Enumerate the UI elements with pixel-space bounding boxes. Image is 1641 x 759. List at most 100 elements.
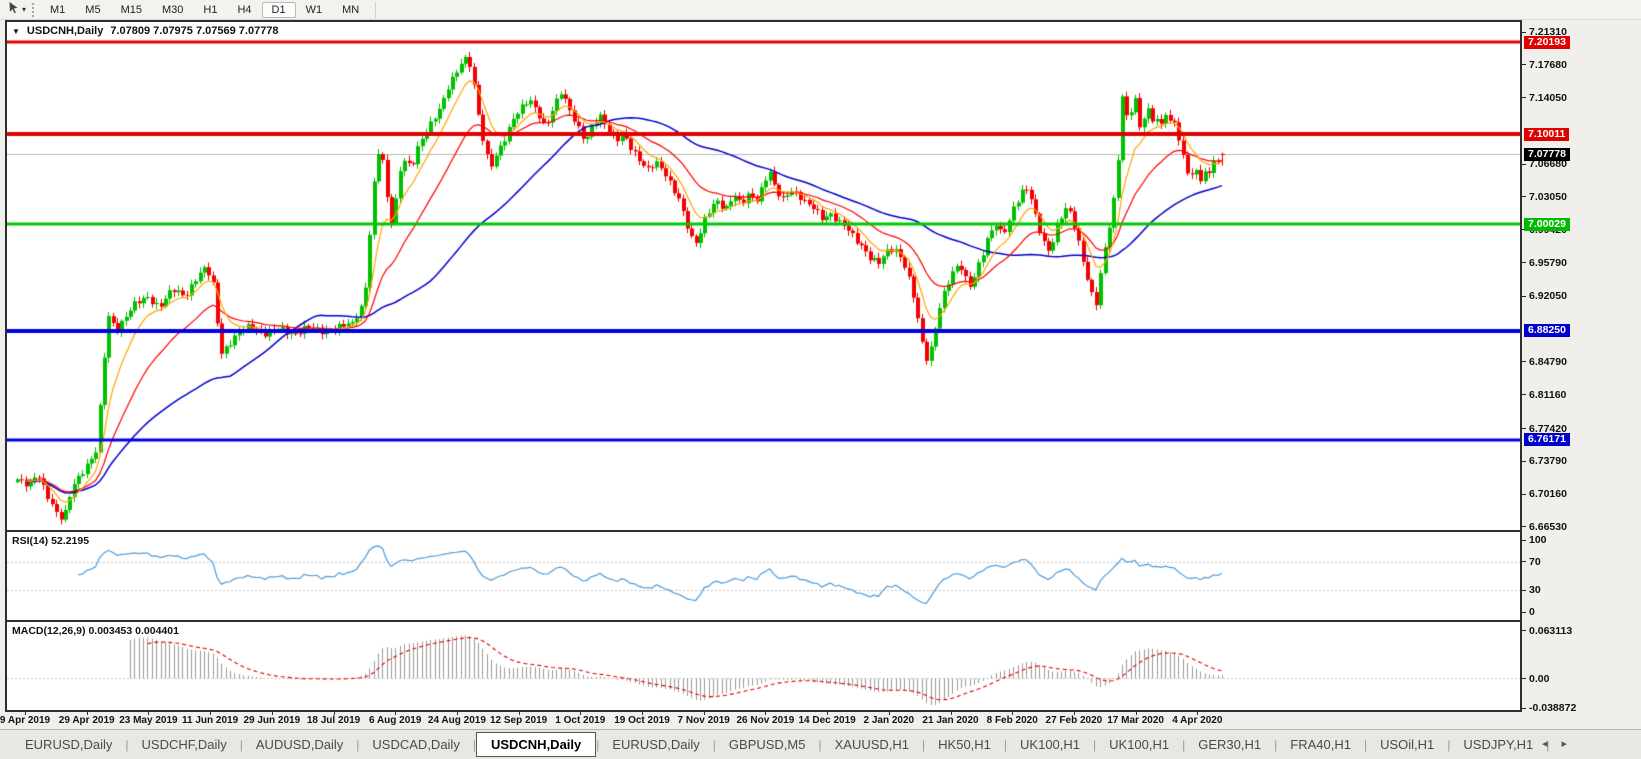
tab-hk50-h1[interactable]: HK50,H1: [938, 737, 991, 752]
macd-label: MACD(12,26,9) 0.003453 0.004401: [12, 625, 179, 637]
tab-separator: |: [1546, 737, 1550, 752]
date-label: 14 Dec 2019: [798, 715, 856, 726]
timeframe-mn[interactable]: MN: [342, 3, 360, 16]
axis-tick-mark: [1522, 394, 1526, 396]
axis-tick-mark: [1522, 630, 1526, 631]
rsi-tick-label: 30: [1529, 584, 1541, 597]
date-axis: 9 Apr 2019 29 Apr 2019 23 May 2019 11 Jun 2…: [0, 712, 1522, 729]
timeframe-h1[interactable]: H1: [203, 3, 218, 16]
date-label: 24 Aug 2019: [427, 715, 486, 726]
date-label: 29 Apr 2019: [58, 715, 115, 726]
macd-panel[interactable]: MACD(12,26,9) 0.003453 0.004401: [7, 622, 1520, 710]
timeframe-m5[interactable]: M5: [85, 3, 101, 16]
axis-tick-mark: [1522, 539, 1526, 541]
collapse-triangle-icon[interactable]: ▼: [12, 26, 20, 36]
tabs-scroll-left-icon[interactable]: ◂: [1541, 738, 1548, 750]
axis-tick-mark: [1522, 97, 1526, 99]
axis-tick-mark: [1522, 31, 1526, 33]
date-tick-mark: [210, 712, 212, 715]
date-tick-mark: [888, 712, 890, 715]
price-tick-label: 6.73790: [1529, 455, 1567, 468]
rsi-canvas[interactable]: [7, 532, 1520, 620]
tab-usdjpy-h1[interactable]: USDJPY,H1: [1463, 737, 1534, 752]
axis-tick-mark: [1522, 460, 1526, 462]
tab-fra40-h1[interactable]: FRA40,H1: [1290, 737, 1351, 752]
price-tick-label: 6.70160: [1529, 488, 1567, 501]
date-tick-mark: [765, 712, 767, 715]
date-label: 12 Sep 2019: [489, 715, 548, 726]
price-scale: 7.213107.176807.140507.066807.030506.994…: [1522, 20, 1641, 715]
date-label: 19 Oct 2019: [614, 715, 670, 726]
tab-uk100-h1[interactable]: UK100,H1: [1020, 737, 1081, 752]
date-tick-mark: [1073, 712, 1075, 715]
tab-xauusd-h1[interactable]: XAUUSD,H1: [834, 737, 910, 752]
tab-separator: |: [596, 737, 600, 752]
tab-audusd-daily[interactable]: AUDUSD,Daily: [255, 737, 344, 752]
tab-usdchf-daily[interactable]: USDCHF,Daily: [141, 737, 227, 752]
tab-ger30-h1[interactable]: GER30,H1: [1198, 737, 1262, 752]
chart-symbol-label: USDCNH,Daily: [26, 25, 104, 37]
axis-tick-mark: [1522, 678, 1526, 679]
axis-tick-mark: [1522, 64, 1526, 66]
tab-separator: |: [356, 737, 360, 752]
axis-tick-mark: [1522, 707, 1526, 709]
date-label: 7 Nov 2019: [677, 715, 730, 726]
timeframe-h4[interactable]: H4: [237, 3, 252, 16]
chart-tabs: EURUSD,Daily | USDCHF,Daily | AUDUSD,Daily | U…: [0, 732, 1549, 757]
price-level-badge: 7.10011: [1524, 127, 1570, 141]
tab-separator: |: [1182, 737, 1186, 752]
tab-separator: |: [1447, 737, 1451, 752]
tab-separator: |: [1003, 737, 1008, 752]
date-tick-mark: [827, 712, 829, 715]
toolbar: ▾ M1 M5 M15 M30 H1 H4 D1 W1 MN: [0, 0, 1641, 20]
tab-usdcad-daily[interactable]: USDCAD,Daily: [372, 737, 460, 752]
date-label: 6 Aug 2019: [368, 715, 422, 726]
timeframe-m1[interactable]: M1: [50, 3, 66, 16]
tab-separator: |: [1363, 737, 1368, 752]
tab-eurusd-daily[interactable]: EURUSD,Daily: [25, 737, 113, 752]
price-tick-label: 6.95790: [1529, 256, 1567, 269]
axis-tick-mark: [1522, 611, 1526, 613]
date-tick-mark: [333, 712, 335, 715]
date-label: 2 Jan 2020: [863, 715, 915, 726]
date-tick-mark: [25, 712, 26, 715]
cursor-icon: [7, 1, 20, 19]
macd-tick-label: -0.038872: [1529, 702, 1577, 715]
tab-usoil-h1[interactable]: USOil,H1: [1380, 737, 1435, 752]
timeframe-m30[interactable]: M30: [161, 3, 184, 16]
date-label: 1 Oct 2019: [555, 715, 606, 726]
timeframe-w1[interactable]: W1: [305, 3, 323, 16]
chevron-down-icon: ▾: [22, 5, 27, 14]
timeframe-bar: M1 M5 M15 M30 H1 H4 D1 W1 MN: [40, 1, 377, 18]
axis-tick-mark: [1522, 262, 1526, 264]
rsi-panel[interactable]: RSI(14) 52.2195: [7, 532, 1520, 622]
macd-canvas[interactable]: [7, 622, 1520, 710]
price-tick-label: 7.14050: [1529, 91, 1567, 104]
timeframe-d1[interactable]: D1: [261, 1, 296, 18]
date-label: 29 Jun 2019: [243, 715, 301, 726]
tab-gbpusd-m5[interactable]: GBPUSD,M5: [728, 737, 806, 752]
price-level-badge: 7.20193: [1524, 35, 1570, 49]
price-tick-label: 6.77420: [1529, 422, 1567, 435]
tab-uk100-h1[interactable]: UK100,H1: [1109, 737, 1170, 752]
price-level-badge: 7.00029: [1524, 217, 1570, 231]
tab-eurusd-daily[interactable]: EURUSD,Daily: [612, 737, 700, 752]
axis-tick-mark: [1522, 561, 1526, 563]
tab-usdcnh-daily[interactable]: USDCNH,Daily: [475, 732, 597, 757]
rsi-label: RSI(14) 52.2195: [12, 535, 90, 547]
price-panel[interactable]: ▼ USDCNH,Daily 7.07809 7.07975 7.07569 7…: [7, 22, 1520, 532]
cursor-tool-button[interactable]: ▾: [3, 1, 30, 19]
rsi-tick-label: 70: [1529, 555, 1541, 568]
axis-tick-mark: [1522, 163, 1526, 165]
chart-tabs-bar: EURUSD,Daily | USDCHF,Daily | AUDUSD,Daily | U…: [0, 729, 1641, 759]
tabs-scroll-right-icon[interactable]: ▸: [1561, 738, 1567, 750]
date-label: 26 Nov 2019: [736, 715, 795, 726]
date-tick-mark: [1135, 712, 1137, 715]
tab-separator: |: [922, 737, 926, 752]
timeframe-m15[interactable]: M15: [120, 3, 142, 16]
price-chart-canvas[interactable]: [7, 22, 1520, 530]
date-label: 11 Jun 2019: [182, 715, 239, 726]
axis-tick-mark: [1522, 493, 1526, 495]
axis-tick-mark: [1522, 196, 1526, 198]
rsi-tick-label: 100: [1529, 534, 1547, 546]
